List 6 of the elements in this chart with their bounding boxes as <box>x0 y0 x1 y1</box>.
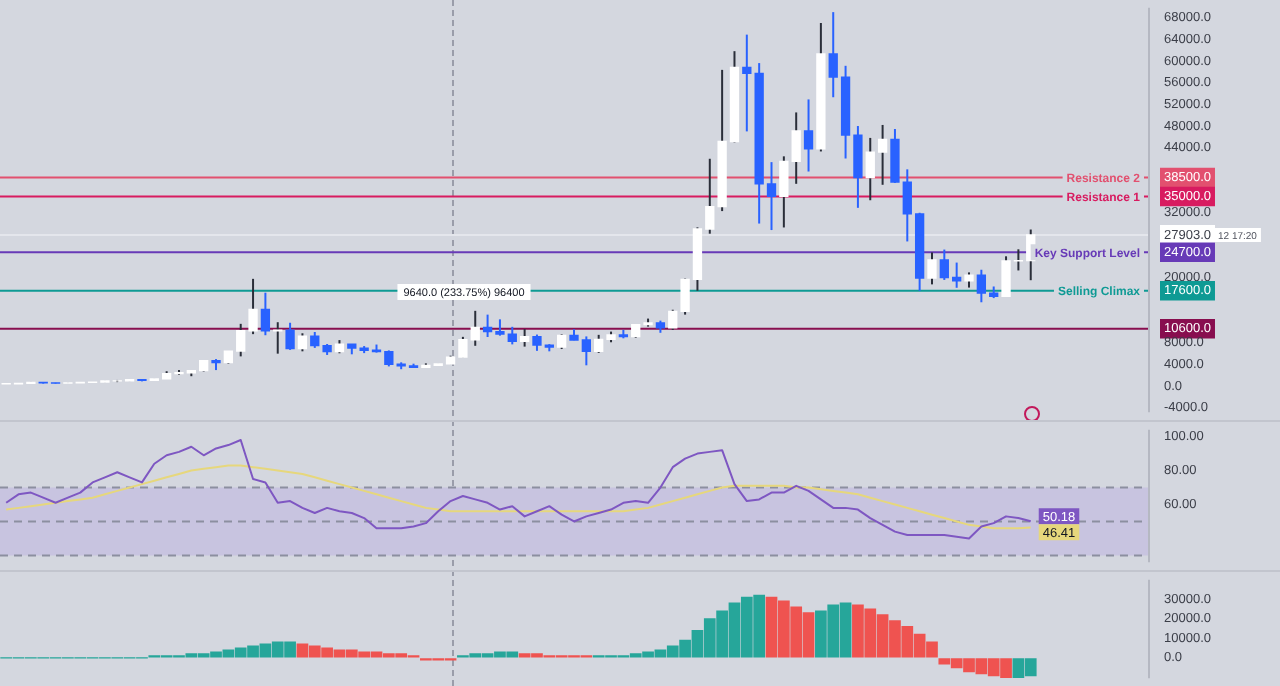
candlestick <box>285 321 295 351</box>
candlestick <box>803 98 814 173</box>
candlestick <box>297 332 308 353</box>
candlestick <box>260 291 271 337</box>
candlestick <box>742 33 752 133</box>
candlestick <box>927 251 937 286</box>
